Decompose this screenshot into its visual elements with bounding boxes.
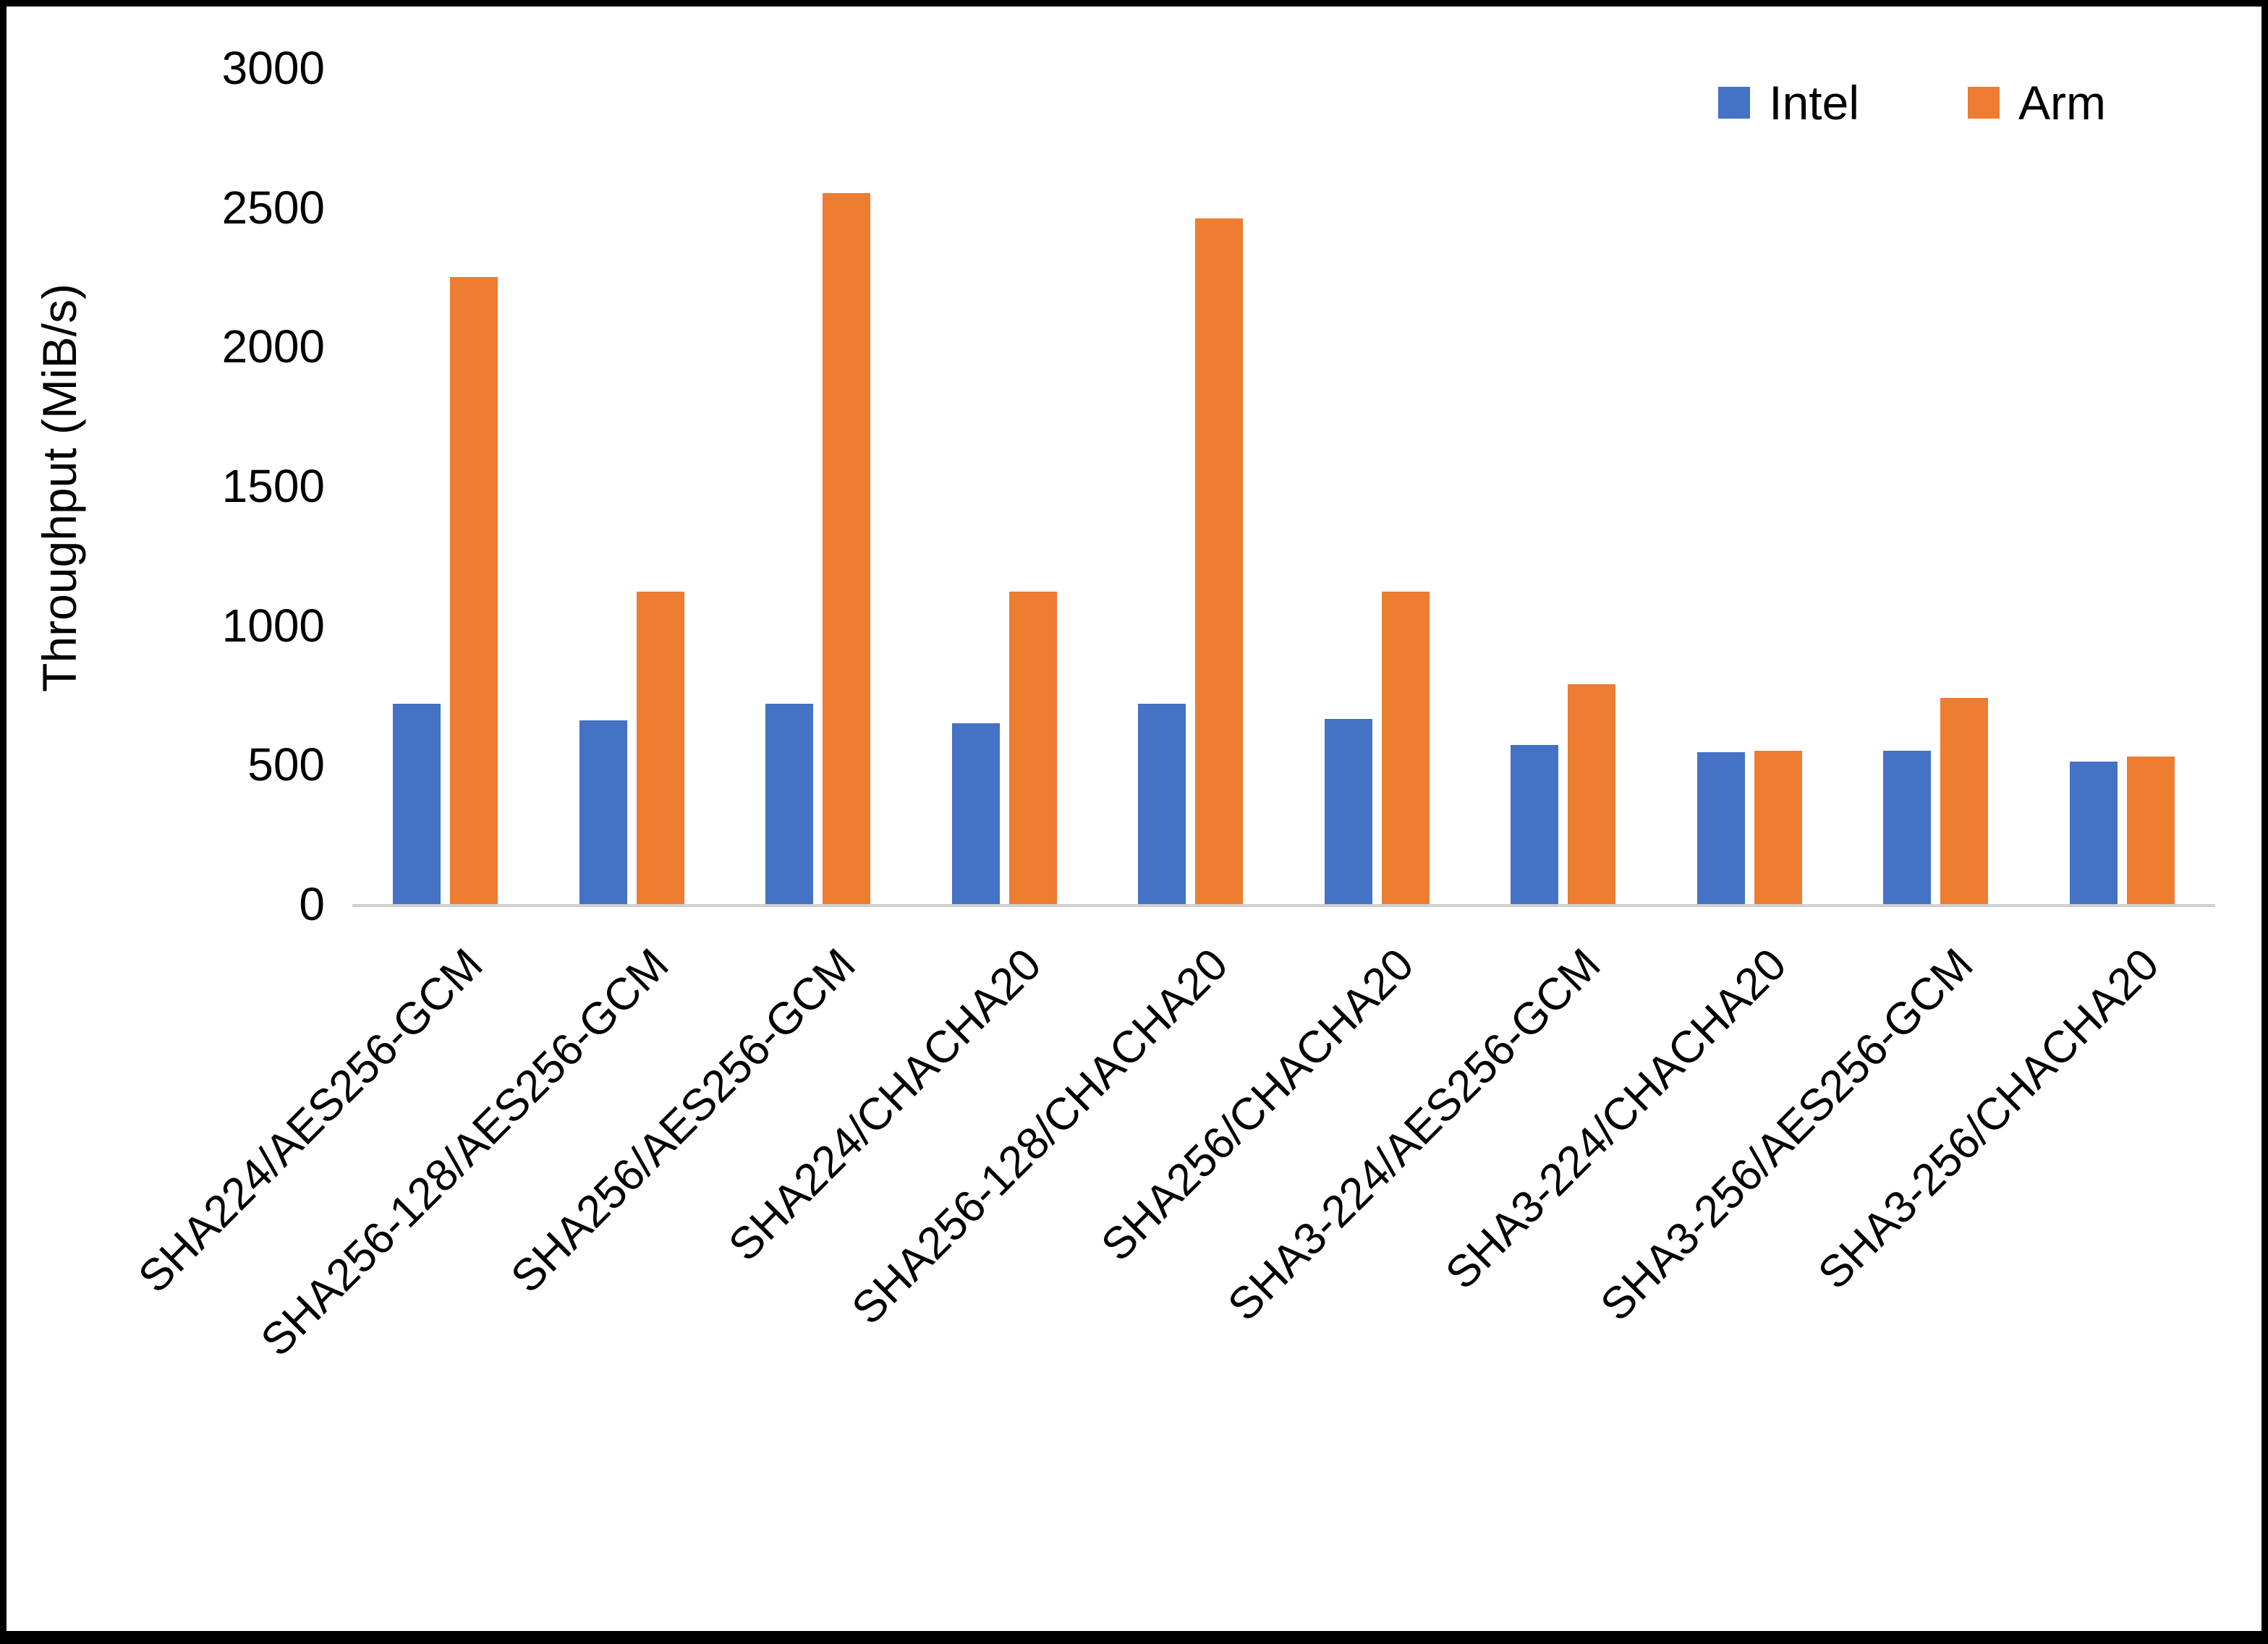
legend: Intel Arm: [1718, 79, 2106, 127]
bar-group: [539, 68, 726, 904]
bar-arm: [636, 592, 684, 904]
bar-group: [1470, 68, 1657, 904]
y-axis-title-wrap: Throughput (MiB/s): [27, 68, 92, 907]
bar-group: [2029, 68, 2216, 904]
y-tick-label: 500: [247, 738, 325, 791]
bar-intel: [1696, 752, 1745, 904]
bar-intel: [393, 703, 441, 904]
bar-intel: [1883, 751, 1932, 904]
bar-arm: [1381, 592, 1430, 904]
y-axis-title: Throughput (MiB/s): [33, 283, 86, 692]
legend-label-arm: Arm: [2018, 76, 2106, 129]
y-tick-label: 2000: [221, 320, 325, 373]
x-axis-labels: SHA224/AES256-GCM SHA256-128/AES256-GCM SH…: [129, 910, 2215, 1460]
legend-swatch-intel: [1718, 87, 1751, 119]
bar-group: [1657, 68, 1843, 904]
bar-intel: [951, 723, 1000, 904]
bar-intel: [579, 720, 627, 904]
bar-intel: [2069, 762, 2118, 904]
legend-label-intel: Intel: [1769, 76, 1860, 129]
bar-arm: [823, 193, 871, 904]
y-tick-label: 2500: [221, 181, 325, 234]
bar-intel: [1138, 703, 1186, 904]
bar-intel: [765, 703, 814, 904]
bar-arm: [2126, 756, 2175, 904]
y-tick-label: 1500: [221, 460, 325, 512]
bar-group: [1097, 68, 1284, 904]
bar-group: [725, 68, 912, 904]
legend-item-intel: Intel: [1718, 79, 1859, 127]
bar-intel: [1324, 718, 1372, 904]
bars-container: [352, 68, 2215, 904]
bar-group: [912, 68, 1098, 904]
bar-group: [352, 68, 539, 904]
y-tick-label: 0: [299, 878, 325, 930]
bar-arm: [1568, 683, 1616, 904]
legend-swatch-arm: [1968, 87, 2000, 119]
plot-area: 0 500 1000 1500 2000 2500 3000: [222, 45, 2215, 927]
bar-arm: [1754, 751, 1802, 904]
bar-arm: [1008, 592, 1057, 904]
bar-group: [1843, 68, 2029, 904]
bar-arm: [1195, 218, 1244, 904]
bar-group: [1284, 68, 1471, 904]
y-tick-label: 3000: [221, 42, 325, 94]
y-tick-label: 1000: [221, 599, 325, 652]
bar-intel: [1511, 745, 1559, 904]
bar-arm: [1940, 697, 1989, 904]
bar-arm: [450, 277, 498, 904]
legend-item-arm: Arm: [1968, 79, 2106, 127]
